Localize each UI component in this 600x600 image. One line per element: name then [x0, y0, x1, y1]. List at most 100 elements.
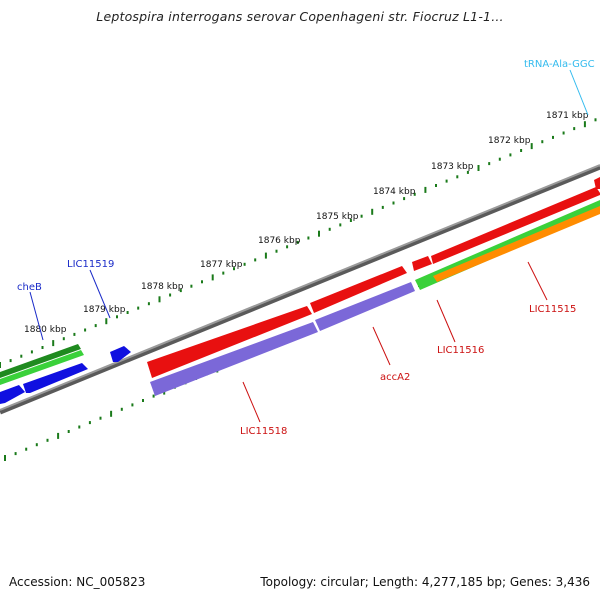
major-tick — [0, 362, 1, 368]
major-tick — [158, 296, 161, 303]
feature-tracks — [0, 177, 600, 404]
gene-label-lic11516[interactable]: LIC11516 — [437, 345, 484, 356]
gene-feature[interactable] — [0, 344, 81, 378]
major-tick — [264, 252, 267, 259]
minor-tick — [552, 135, 554, 139]
minor-tick — [94, 324, 97, 328]
leader-line — [527, 261, 548, 301]
minor-tick — [435, 184, 437, 187]
minor-tick — [339, 223, 342, 227]
tick-label: 1872 kbp — [488, 136, 531, 146]
minor-tick — [131, 403, 134, 407]
minor-tick — [243, 262, 246, 266]
minor-tick — [120, 407, 123, 411]
cds-feature[interactable] — [23, 363, 88, 393]
minor-tick — [222, 271, 225, 275]
tick-label: 1879 kbp — [83, 305, 126, 315]
gene-feature[interactable] — [315, 282, 415, 331]
minor-tick — [254, 258, 257, 262]
major-tick — [4, 455, 6, 461]
minor-tick — [62, 337, 65, 341]
tick-labels: 1871 kbp 1872 kbp 1873 kbp 1874 kbp 1875… — [24, 111, 589, 335]
minor-tick — [498, 157, 501, 161]
major-tick — [57, 432, 60, 439]
gene-label-cheb[interactable]: cheB — [17, 282, 42, 293]
leader-line — [436, 299, 456, 343]
tick-label: 1874 kbp — [373, 187, 416, 197]
minor-tick — [147, 302, 150, 306]
minor-tick — [413, 192, 416, 196]
minor-tick — [41, 346, 44, 349]
label-leaders — [29, 69, 589, 423]
minor-tick — [275, 249, 278, 253]
upper-tick-dots — [0, 118, 597, 368]
minor-tick — [392, 201, 395, 205]
gene-label-lic11515[interactable]: LIC11515 — [529, 304, 576, 315]
tick-label: 1878 kbp — [141, 282, 184, 292]
minor-tick — [137, 306, 140, 310]
gene-feature[interactable] — [433, 206, 600, 282]
minor-tick — [14, 452, 17, 456]
cds-feature[interactable] — [147, 306, 312, 378]
minor-tick — [349, 219, 352, 222]
minor-tick — [307, 236, 310, 240]
major-tick — [477, 165, 480, 171]
cds-feature[interactable] — [0, 385, 25, 404]
leader-line — [372, 326, 391, 366]
backbone-shadow — [0, 164, 600, 415]
gene-labels: tRNA-Ala-GGC cheB LIC11519 LIC11518 accA… — [17, 59, 595, 437]
gene-label-lic11518[interactable]: LIC11518 — [240, 426, 287, 437]
tick-label: 1873 kbp — [431, 162, 474, 172]
cds-feature[interactable] — [431, 187, 600, 264]
map-title: Leptospira interrogans serovar Copenhage… — [96, 9, 504, 24]
cds-feature[interactable] — [110, 346, 131, 362]
minor-tick — [520, 149, 523, 152]
minor-tick — [126, 311, 129, 314]
minor-tick — [286, 245, 289, 249]
minor-tick — [509, 153, 512, 157]
major-tick — [424, 186, 427, 193]
minor-tick — [35, 443, 38, 447]
genome-backbone — [0, 164, 600, 411]
leader-line — [242, 381, 261, 423]
leader-line — [29, 291, 44, 341]
major-tick — [371, 208, 374, 215]
leader-line — [89, 269, 111, 319]
minor-tick — [403, 197, 406, 201]
gene-label-lic11519[interactable]: LIC11519 — [67, 259, 114, 270]
gene-label-trna-ala[interactable]: tRNA-Ala-GGC — [524, 59, 595, 70]
tick-label: 1875 kbp — [316, 212, 359, 222]
major-tick — [583, 121, 586, 128]
major-tick — [530, 143, 533, 150]
minor-tick — [88, 421, 91, 425]
cds-feature[interactable] — [594, 177, 600, 189]
accession-text: Accession: NC_005823 — [9, 575, 146, 589]
gene-feature[interactable] — [150, 322, 318, 396]
minor-tick — [116, 315, 118, 319]
minor-tick — [46, 438, 49, 442]
minor-tick — [201, 280, 203, 284]
minor-tick — [381, 205, 384, 209]
cds-feature[interactable] — [412, 256, 432, 271]
tick-label: 1876 kbp — [258, 236, 301, 246]
minor-tick — [67, 430, 70, 433]
gene-label-acca2[interactable]: accA2 — [380, 372, 410, 383]
minor-tick — [78, 425, 81, 429]
minor-tick — [328, 227, 331, 231]
minor-tick — [169, 293, 172, 297]
minor-tick — [445, 179, 448, 183]
minor-tick — [73, 332, 76, 336]
minor-tick — [488, 162, 491, 166]
genome-info-text: Topology: circular; Length: 4,277,185 bp… — [260, 575, 590, 589]
leader-line — [569, 69, 589, 116]
tick-label: 1880 kbp — [24, 325, 67, 335]
minor-tick — [152, 394, 155, 398]
major-tick — [211, 274, 214, 281]
minor-tick — [296, 240, 299, 244]
minor-tick — [9, 359, 12, 363]
minor-tick — [233, 267, 235, 271]
minor-tick — [562, 131, 565, 135]
minor-tick — [84, 328, 87, 332]
cds-feature[interactable] — [310, 266, 407, 313]
gene-feature[interactable] — [0, 350, 84, 385]
